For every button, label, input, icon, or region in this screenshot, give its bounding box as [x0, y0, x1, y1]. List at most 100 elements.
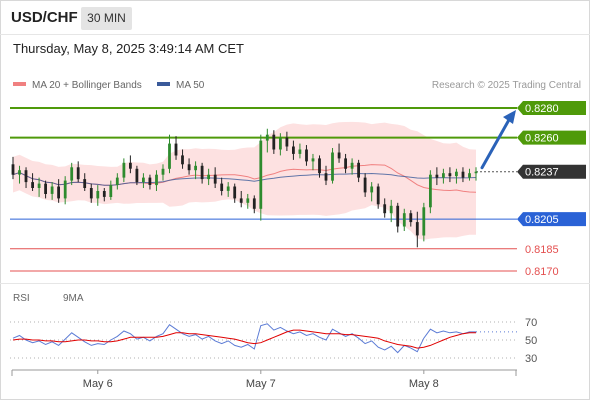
candle-body: [265, 134, 269, 141]
candle-body: [148, 177, 152, 185]
candle-body: [285, 137, 289, 147]
candle-body: [24, 170, 28, 183]
candle-body: [298, 149, 302, 154]
candle-body: [83, 179, 87, 188]
candle-body: [233, 186, 237, 199]
candle-body: [344, 158, 347, 169]
candle-body: [259, 140, 263, 209]
rsi-tick-label: 70: [525, 317, 537, 329]
candle-body: [63, 180, 67, 199]
rsi-label: RSI: [13, 293, 30, 304]
candle-body: [102, 191, 106, 197]
rsi-panel: 70 50 30: [10, 317, 537, 365]
credit-text: Research © 2025 Trading Central: [431, 80, 581, 91]
ma9-label: 9MA: [63, 293, 84, 304]
candle-body: [461, 171, 465, 178]
legend-rsi: RSI: [13, 293, 30, 304]
candle-body: [89, 188, 93, 199]
candle-body: [357, 162, 360, 178]
candle-body: [220, 183, 224, 191]
price-tag-label: 0.8185: [525, 244, 559, 256]
candle-body: [207, 174, 210, 180]
candle-body: [70, 167, 74, 181]
candles: [11, 128, 478, 248]
rsi-ma-line: [12, 329, 476, 349]
candle-body: [122, 162, 126, 178]
rsi-line: [12, 323, 476, 354]
ma20-label: MA 20 + Bollinger Bands: [32, 80, 142, 91]
candle-body: [246, 198, 250, 203]
price-tag-bg: [517, 212, 586, 227]
price-tag-label: 0.8280: [525, 103, 559, 115]
candle-body: [76, 167, 80, 180]
bollinger-band: [13, 121, 476, 240]
candle-body: [305, 149, 308, 162]
legend-9ma: 9MA: [63, 293, 84, 304]
candle-body: [239, 198, 243, 203]
symbol-title: USD/CHF: [11, 9, 78, 26]
candle-body: [468, 173, 471, 178]
candle-body: [324, 173, 328, 181]
candle-body: [18, 170, 21, 175]
candle-body: [11, 164, 15, 175]
candle-body: [429, 174, 432, 208]
candle-body: [442, 173, 445, 178]
timeframe-button[interactable]: 30 MIN: [81, 7, 132, 30]
chart-header: USD/CHF 30 MIN: [0, 0, 590, 36]
candle-body: [200, 165, 204, 180]
candle-body: [396, 205, 400, 227]
candle-body: [448, 173, 452, 177]
candle-body: [168, 143, 171, 169]
price-tags: 0.8280 0.8260 0.8237 0.8205 0.8185 0.8170: [517, 101, 586, 278]
candle-body: [337, 152, 341, 159]
x-tick-label: May 8: [409, 378, 439, 390]
candle-body: [370, 186, 374, 193]
ma50-swatch: [157, 82, 170, 87]
candle-body: [135, 168, 139, 183]
candle-body: [318, 158, 321, 174]
candle-body: [292, 146, 295, 154]
candle-body: [129, 162, 132, 169]
panel-divider: [0, 283, 590, 284]
candle-body: [331, 152, 334, 181]
legend-ma20: MA 20 + Bollinger Bands: [13, 80, 142, 91]
timestamp: Thursday, May 8, 2025 3:49:14 AM CET: [13, 41, 244, 56]
candle-body: [422, 207, 426, 236]
header-divider: [0, 34, 590, 35]
candle-body: [115, 177, 119, 185]
price-tag-bg: [517, 101, 586, 115]
candle-body: [474, 171, 478, 174]
forecast-arrow-head: [503, 110, 516, 124]
candle-body: [44, 183, 47, 194]
ma50-label: MA 50: [176, 80, 205, 91]
candle-body: [31, 182, 34, 188]
candle-body: [161, 168, 165, 175]
x-axis: May 6 May 7 May 8: [11, 369, 517, 390]
candle-body: [383, 204, 387, 214]
candle-body: [409, 213, 413, 223]
rsi-tick-label: 30: [525, 353, 537, 365]
candle-body: [213, 174, 217, 184]
candle-body: [142, 177, 145, 182]
rsi-tick-label: 50: [525, 335, 537, 347]
candle-body: [435, 174, 439, 178]
price-tag-bg: [517, 164, 586, 179]
price-tag-label: 0.8260: [525, 133, 559, 145]
candle-body: [37, 183, 41, 188]
candle-body: [50, 186, 54, 194]
price-tag-bg: [517, 130, 586, 145]
candle-body: [376, 186, 380, 205]
candle-body: [363, 177, 367, 193]
candle-body: [350, 162, 354, 169]
price-tag-label: 0.8170: [525, 266, 559, 278]
candle-body: [174, 143, 178, 156]
candle-body: [226, 186, 230, 191]
candle-body: [187, 164, 191, 171]
forecast-arrow: [480, 116, 512, 170]
ma50-line: [12, 171, 477, 186]
price-tag-label: 0.8205: [525, 214, 559, 226]
candle-body: [415, 222, 419, 236]
ma20-swatch: [13, 82, 26, 87]
candle-body: [155, 174, 158, 186]
